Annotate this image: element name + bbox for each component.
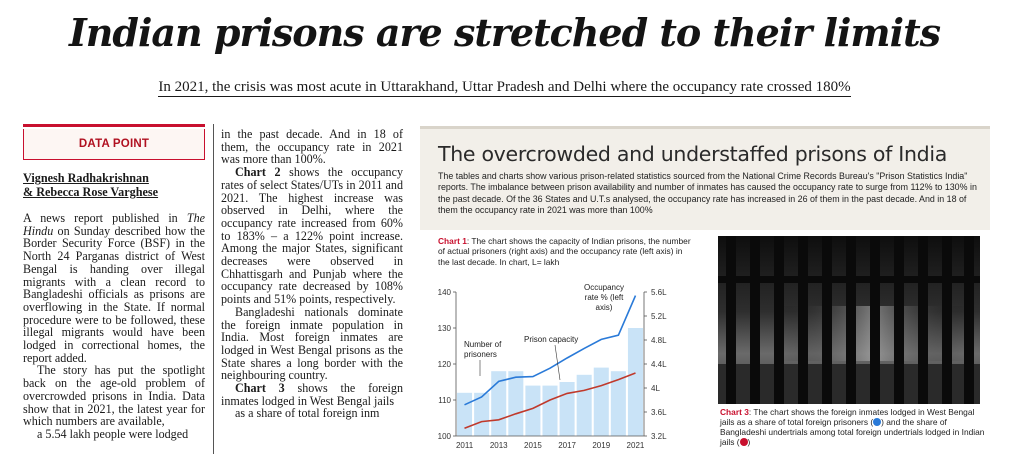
byline-author-1: Vignesh Radhakrishnan	[23, 171, 149, 185]
annotation-occupancy-3: axis)	[596, 303, 613, 312]
data-point-label: DATA POINT	[23, 129, 205, 160]
occupancy-bar-2011	[457, 392, 473, 436]
x-tick-label-2019: 2019	[592, 441, 610, 450]
x-tick-label-2015: 2015	[524, 441, 542, 450]
chart3-caption-c: )	[747, 437, 751, 447]
annotation-occupancy-2: rate % (left	[585, 293, 624, 302]
chart3-reference: Chart 3	[235, 381, 285, 396]
left-tick-label-140: 140	[438, 288, 452, 297]
col2-p4-text: shows the foreign inmates lodged in West…	[221, 381, 403, 408]
col2-paragraph-5: as a share of total foreign inm	[235, 406, 380, 421]
red-dot-icon	[739, 438, 748, 446]
x-tick-label-2021: 2021	[627, 441, 645, 450]
col1-paragraph-1: A news report published in The Hindu on …	[23, 212, 205, 364]
headline: Indian prisons are stretched to their li…	[68, 10, 941, 55]
right-tick-label-4L: 4L	[651, 384, 660, 393]
col1-paragraph-2: The story has put the spotlight back on …	[23, 363, 205, 429]
annotation-occupancy-1: Occupancy	[584, 283, 624, 292]
chart1-caption-label: Chart 1	[438, 236, 467, 246]
occupancy-bar-2020	[610, 371, 626, 436]
occupancy-bar-2015	[525, 385, 541, 436]
chart1-caption: Chart 1: The chart shows the capacity of…	[438, 236, 696, 267]
occupancy-bar-2017	[559, 382, 575, 436]
article-column-1: A news report published in The Hindu on …	[23, 212, 205, 441]
chart3-caption-a: : The chart shows the foreign inmates lo…	[720, 407, 975, 427]
annotation-number-of-prisoners-1: Number of	[464, 340, 502, 349]
right-tick-label-4.8L: 4.8L	[651, 336, 667, 345]
chart3-caption: Chart 3: The chart shows the foreign inm…	[720, 407, 985, 447]
occupancy-bar-2014	[508, 371, 524, 436]
line-number-of-prisoners	[464, 295, 637, 406]
byline: Vignesh Radhakrishnan & Rebecca Rose Var…	[23, 171, 205, 199]
chart3-caption-b: ) and the share of Bangladeshi undertria…	[720, 417, 985, 447]
left-tick-label-120: 120	[438, 360, 452, 369]
annotation-prison-capacity: Prison capacity	[524, 335, 578, 344]
infographic-header	[420, 126, 990, 230]
col2-paragraph-2: Chart 2 shows the occupancy rates of sel…	[221, 166, 403, 306]
prison-bars-photo	[718, 236, 980, 404]
right-tick-label-4.4L: 4.4L	[651, 360, 667, 369]
right-tick-label-5.6L: 5.6L	[651, 288, 667, 297]
col1-p1-a: A news report published in	[23, 211, 187, 225]
right-tick-label-3.6L: 3.6L	[651, 408, 667, 417]
left-tick-label-110: 110	[438, 396, 451, 405]
infographic-description: The tables and charts show various priso…	[438, 171, 977, 215]
occupancy-bar-2018	[576, 374, 592, 436]
prison-bars-image	[718, 236, 980, 404]
col1-paragraph-3: a 5.54 lakh people were lodged	[37, 426, 189, 441]
data-point-rule	[23, 124, 205, 127]
annotation-pointer-capacity	[554, 344, 561, 381]
chart1-caption-text: : The chart shows the capacity of Indian…	[438, 236, 691, 267]
occupancy-bar-2016	[542, 385, 558, 436]
column-divider	[213, 124, 214, 454]
occupancy-bar-2019	[593, 367, 609, 436]
byline-author-2: & Rebecca Rose Varghese	[23, 185, 159, 199]
left-tick-label-100: 100	[438, 432, 452, 441]
subhead: In 2021, the crisis was most acute in Ut…	[0, 79, 1009, 97]
x-tick-label-2011: 2011	[456, 441, 474, 450]
left-tick-label-130: 130	[438, 324, 452, 333]
col2-paragraph-4: Chart 3 shows the foreign inmates lodged…	[221, 382, 403, 407]
col2-paragraph-3: Bangladeshi nationals dominate the forei…	[221, 304, 403, 383]
annotation-number-of-prisoners-2: prisoners	[464, 350, 497, 359]
x-tick-label-2017: 2017	[558, 441, 576, 450]
article-column-2: in the past decade. And in 18 of them, t…	[221, 128, 403, 420]
col1-p1-b: on Sunday described how the Border Secur…	[23, 223, 205, 365]
occupancy-bar-2012	[474, 392, 490, 436]
subhead-text: In 2021, the crisis was most acute in Ut…	[158, 79, 851, 97]
chart3-caption-label: Chart 3	[720, 407, 749, 417]
col2-p2-text: shows the occupancy rates of select Stat…	[221, 165, 403, 307]
right-tick-label-5.2L: 5.2L	[651, 312, 667, 321]
blue-dot-icon	[873, 418, 882, 426]
line-prison-capacity	[464, 372, 636, 429]
x-tick-label-2013: 2013	[490, 441, 508, 450]
infographic-title: The overcrowded and understaffed prisons…	[438, 142, 948, 166]
col2-paragraph-1: in the past decade. And in 18 of them, t…	[221, 127, 403, 167]
chart2-reference: Chart 2	[235, 165, 281, 180]
chart1-prison-capacity-chart: 100 110 120 130 140 3.2L 3.6L 4L 4.4L 4.8L 5.2L 5.6…	[438, 283, 667, 450]
newspaper-name: The Hindu	[23, 211, 205, 238]
occupancy-bar-2021	[627, 328, 643, 436]
right-tick-label-3.2L: 3.2L	[651, 432, 667, 441]
